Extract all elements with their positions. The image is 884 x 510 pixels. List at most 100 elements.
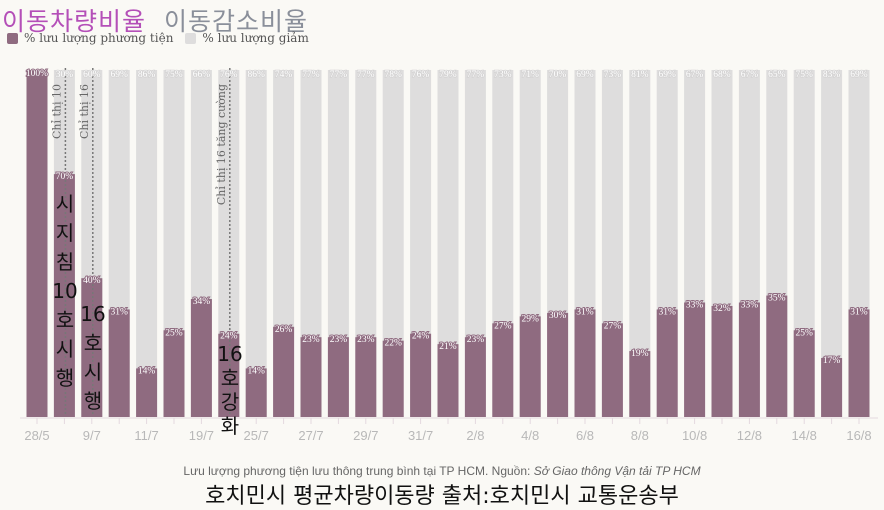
data-label-traffic: 19% [631, 349, 649, 359]
bar-traffic [519, 316, 541, 417]
data-label-reduction: 71% [521, 70, 539, 80]
x-tick-label: 6/8 [576, 428, 594, 443]
x-tick-label: 19/7 [189, 428, 214, 443]
bar-traffic [163, 330, 185, 417]
data-label-traffic: 23% [467, 335, 485, 345]
bar-reduction [136, 70, 158, 417]
bar-reduction [410, 70, 432, 417]
data-label-reduction: 68% [713, 70, 731, 80]
bar-reduction [382, 70, 404, 417]
x-tick-label: 2/8 [466, 428, 484, 443]
data-label-reduction: 74% [275, 70, 293, 80]
bar-traffic [53, 174, 75, 417]
data-label-reduction: 69% [850, 70, 868, 80]
bar-traffic [547, 312, 569, 417]
data-label-traffic: 30% [549, 311, 567, 321]
data-label-reduction: 60% [83, 70, 101, 80]
data-label-traffic: 31% [110, 307, 128, 317]
data-label-traffic: 31% [658, 307, 676, 317]
data-label-traffic: 32% [713, 304, 731, 314]
data-label-traffic: 23% [330, 335, 348, 345]
caption-korean: 호치민시 평균차량이동량 출처:호치민시 교통운송부 [205, 484, 679, 509]
data-label-reduction: 66% [193, 70, 211, 80]
data-label-reduction: 79% [439, 70, 457, 80]
caption-source: Sở Giao thông Vận tải TP HCM [533, 464, 701, 478]
bar-reduction [218, 70, 240, 417]
data-label-traffic: 40% [83, 276, 101, 286]
data-label-reduction: 77% [330, 70, 348, 80]
bar-traffic [410, 333, 432, 417]
bar-traffic [273, 326, 295, 417]
data-label-traffic: 22% [384, 339, 402, 349]
bar-traffic [327, 337, 349, 417]
legend: % lưu lượng phương tiện % lưu lượng giảm [7, 31, 309, 45]
data-label-reduction: 69% [658, 70, 676, 80]
legend-label-traffic: % lưu lượng phương tiện [24, 31, 174, 45]
data-label-traffic: 27% [604, 321, 622, 331]
annotation-label: Chỉ thị 16 tăng cường [215, 84, 228, 205]
x-tick-label: 9/7 [83, 428, 101, 443]
bar-reduction [629, 70, 651, 417]
data-label-traffic: 31% [576, 307, 594, 317]
data-label-traffic: 26% [275, 325, 293, 335]
data-label-traffic: 23% [302, 335, 320, 345]
data-label-traffic: 14% [138, 366, 156, 376]
bar-traffic [684, 302, 706, 417]
data-label-reduction: 30% [56, 70, 74, 80]
x-tick-label: 11/7 [134, 428, 158, 443]
bar-traffic [437, 344, 459, 417]
bar-traffic [136, 368, 158, 417]
caption-text: Lưu lượng phương tiện lưu thông trung bì… [183, 464, 534, 478]
x-tick-label: 4/8 [521, 428, 539, 443]
data-label-traffic: 25% [165, 328, 183, 338]
data-label-reduction: 78% [384, 70, 402, 80]
bar-reduction [245, 70, 267, 417]
x-tick-label: 28/5 [24, 428, 49, 443]
data-label-traffic: 29% [521, 314, 539, 324]
bar-traffic [793, 330, 815, 417]
data-label-reduction: 69% [110, 70, 128, 80]
bar-reduction [437, 70, 459, 417]
x-tick-label: 14/8 [792, 428, 817, 443]
bar-traffic [574, 309, 596, 417]
data-label-reduction: 73% [604, 70, 622, 80]
korean-annotation-directive-16-strengthened: 16호강화 [217, 342, 243, 438]
data-label-traffic: 31% [850, 307, 868, 317]
data-label-traffic: 14% [247, 366, 265, 376]
data-label-reduction: 67% [686, 70, 704, 80]
bar-traffic [738, 302, 760, 417]
korean-annotation-directive-10: 시지침10호시행 [52, 192, 78, 390]
data-label-traffic: 17% [823, 356, 841, 366]
data-label-reduction: 86% [247, 70, 265, 80]
annotation-label: Chỉ thị 16 [78, 84, 91, 139]
bar-traffic [601, 323, 623, 417]
legend-swatch-reduction [185, 32, 197, 44]
annotation-label: Chỉ thị 10 [50, 84, 63, 139]
bar-traffic [821, 358, 843, 417]
data-label-traffic: 24% [220, 332, 238, 342]
bar-traffic [656, 309, 678, 417]
x-tick-label: 10/8 [682, 428, 707, 443]
data-label-reduction: 77% [357, 70, 375, 80]
bar-traffic [26, 70, 48, 417]
bar-traffic [629, 351, 651, 417]
data-label-reduction: 75% [165, 70, 183, 80]
bar-reduction [300, 70, 322, 417]
data-label-reduction: 70% [549, 70, 567, 80]
data-label-reduction: 83% [823, 70, 841, 80]
data-label-traffic: 70% [56, 172, 74, 182]
bar-traffic [766, 295, 788, 417]
bar-reduction [355, 70, 377, 417]
bar-traffic [464, 337, 486, 417]
bar-traffic [218, 333, 240, 417]
bar-traffic [81, 278, 103, 417]
bar-traffic [355, 337, 377, 417]
x-tick-label: 27/7 [298, 428, 323, 443]
data-label-traffic: 27% [494, 321, 512, 331]
data-label-reduction: 75% [795, 70, 813, 80]
data-label-reduction: 69% [576, 70, 594, 80]
data-label-reduction: 67% [741, 70, 759, 80]
korean-annotation-directive-16: 16호시행 [80, 302, 106, 413]
bar-traffic [245, 368, 267, 417]
